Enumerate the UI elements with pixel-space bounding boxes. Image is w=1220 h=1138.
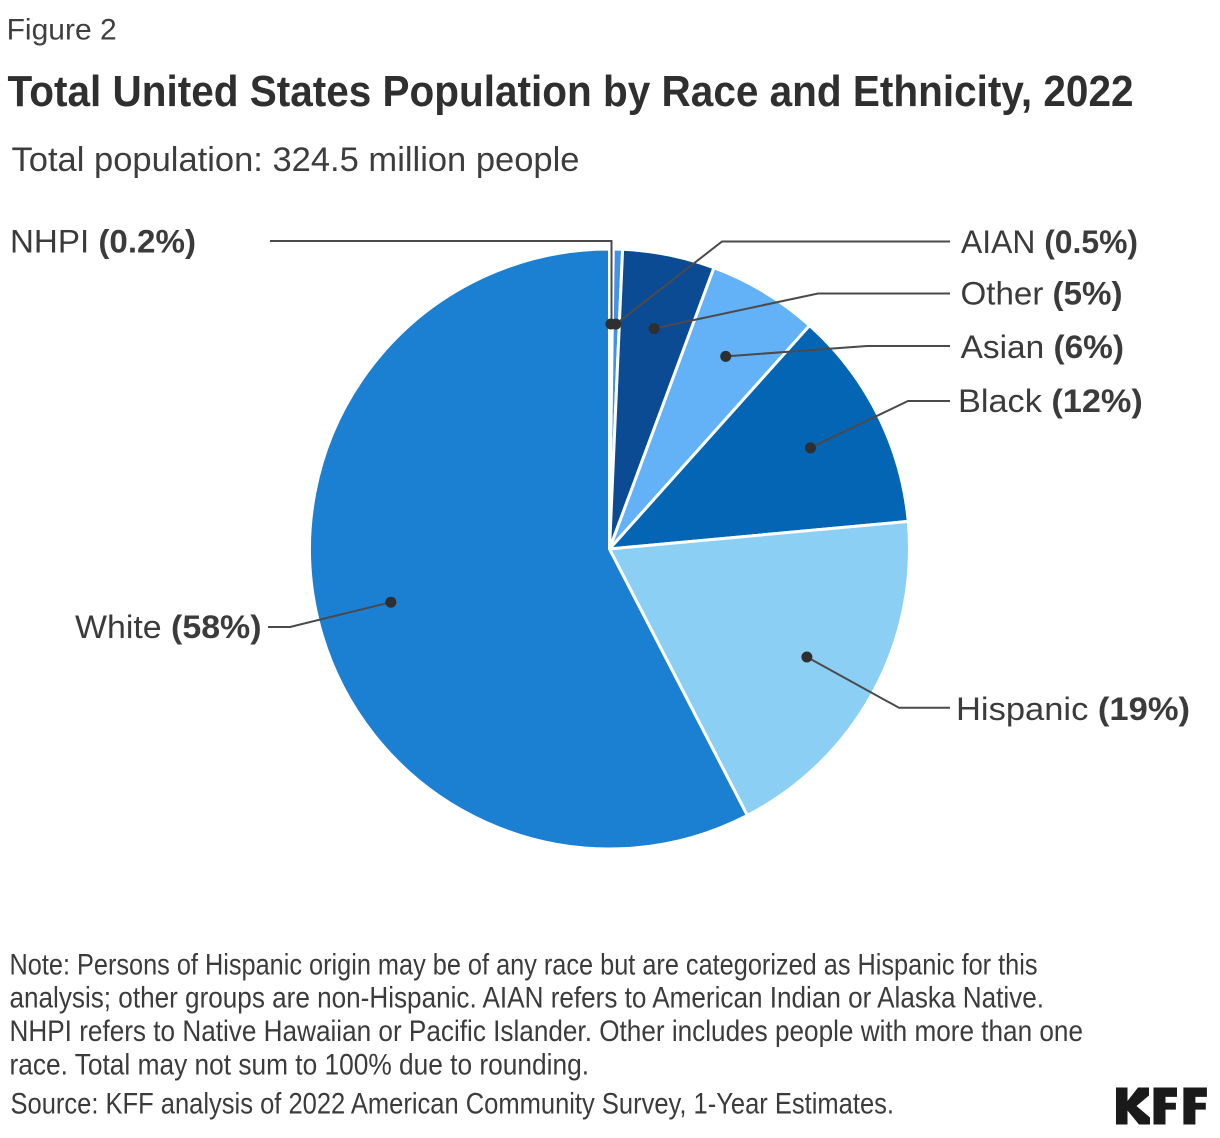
svg-text:race. Total may not sum to 100: race. Total may not sum to 100% due to r… [10,1049,590,1082]
svg-text:Total United States Population: Total United States Population by Race a… [8,67,1134,116]
svg-text:Other (5%): Other (5%) [961,275,1123,311]
svg-text:Asian (6%): Asian (6%) [961,329,1124,365]
svg-text:Total population: 324.5 millio: Total population: 324.5 million people [12,141,580,179]
svg-text:Black (12%): Black (12%) [958,383,1143,419]
svg-text:White (58%): White (58%) [75,609,262,645]
svg-text:Figure 2: Figure 2 [7,14,117,47]
svg-text:Note: Persons of Hispanic orig: Note: Persons of Hispanic origin may be … [10,948,1038,981]
svg-text:Source: KFF analysis of 2022 A: Source: KFF analysis of 2022 American Co… [11,1088,895,1121]
svg-text:NHPI refers to Native Hawaiian: NHPI refers to Native Hawaiian or Pacifi… [10,1015,1084,1048]
svg-text:NHPI (0.2%): NHPI (0.2%) [10,224,196,260]
svg-text:Hispanic (19%): Hispanic (19%) [956,691,1190,727]
svg-text:analysis; other groups are non: analysis; other groups are non-Hispanic.… [10,982,1045,1015]
svg-text:AIAN (0.5%): AIAN (0.5%) [961,224,1138,260]
